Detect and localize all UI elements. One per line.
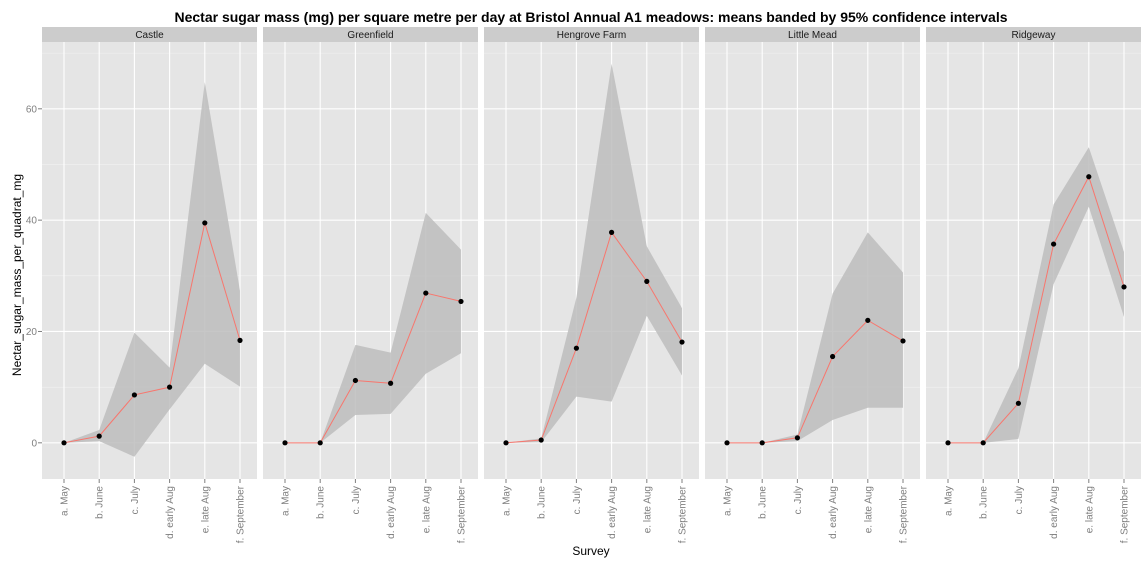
x-tick-label: d. early Aug (607, 486, 618, 539)
x-tick-label: a. May (502, 486, 513, 516)
x-tick-label: a. May (723, 486, 734, 516)
y-tick-label: 0 (31, 438, 37, 449)
facet-strip-label: Hengrove Farm (557, 30, 626, 41)
confidence-band (948, 147, 1124, 443)
mean-point (609, 229, 615, 235)
facet-strip (42, 27, 257, 42)
mean-point (980, 440, 986, 446)
y-axis-title: Nectar_sugar_mass_per_quadrat_mg (10, 174, 24, 376)
mean-point (96, 433, 102, 439)
x-tick-label: f. September (457, 485, 468, 543)
mean-line (505, 231, 683, 444)
x-tick-label: a. May (60, 486, 71, 516)
mean-point (724, 440, 730, 446)
confidence-band (64, 82, 240, 457)
facet-panels: 0 20 40 60 Castle a. May b. June c. July d. earl… (26, 27, 1141, 543)
x-tick-label: d. early Aug (1049, 486, 1060, 539)
mean-point (1121, 284, 1127, 290)
facet-panel: Ridgeway a. May b. June c. July d. early Aug… (926, 27, 1141, 543)
mean-line (285, 292, 462, 444)
x-tick-label: c. July (793, 486, 804, 514)
x-tick-label: e. late Aug (1084, 486, 1095, 533)
confidence-band (727, 232, 903, 443)
facet-strip-label: Little Mead (788, 30, 837, 41)
facet-strip (263, 27, 478, 42)
mean-point (830, 353, 836, 360)
x-tick-label: b. June (316, 486, 327, 519)
chart-title: Nectar sugar mass (mg) per square metre … (174, 9, 1007, 25)
mean-point (794, 435, 801, 441)
mean-point (573, 345, 580, 351)
mean-point (282, 440, 288, 446)
mean-line (948, 175, 1125, 444)
x-axis-title: Survey (572, 544, 609, 558)
facet-strip-label: Ridgeway (1012, 30, 1056, 41)
x-tick-label: e. late Aug (863, 486, 874, 533)
x-tick-label: f. September (678, 485, 689, 543)
mean-point (423, 290, 429, 296)
mean-point (1015, 400, 1022, 406)
mean-point (202, 220, 208, 226)
x-tick-label: d. early Aug (386, 486, 397, 539)
mean-point (900, 338, 906, 344)
mean-point (167, 384, 173, 390)
x-tick-label: e. late Aug (200, 486, 211, 533)
facet-strip-label: Castle (135, 30, 164, 41)
facet-panel: Castle a. May b. June c. July d. early Aug e.… (42, 27, 257, 543)
mean-point (538, 437, 544, 443)
x-tick-label: a. May (944, 486, 955, 516)
x-tick-label: c. July (572, 486, 583, 514)
facet-panel: Greenfield a. May b. June c. July d. early A… (263, 27, 478, 543)
facet-strip (484, 27, 699, 42)
mean-point (458, 298, 464, 305)
x-tick-label: b. June (95, 486, 106, 519)
x-tick-label: b. June (979, 486, 990, 519)
panel-background (926, 42, 1141, 479)
y-tick-label: 60 (26, 104, 38, 115)
mean-point (679, 339, 685, 345)
x-tick-label: c. July (1014, 486, 1025, 514)
mean-point (131, 392, 137, 398)
mean-point (388, 380, 394, 386)
x-tick-label: a. May (281, 486, 292, 516)
facet-strip (705, 27, 920, 42)
y-tick-label: 40 (26, 216, 38, 227)
x-tick-label: e. late Aug (421, 486, 432, 533)
facet-panel: Hengrove Farm a. May b. June c. July d. earl… (484, 27, 699, 543)
facet-panel: Little Mead a. May b. June c. July d. early … (705, 27, 920, 543)
confidence-band (506, 63, 682, 443)
mean-point (352, 377, 358, 384)
x-tick-label: d. early Aug (165, 486, 176, 539)
mean-point (237, 337, 243, 343)
x-tick-label: b. June (758, 486, 769, 519)
mean-point (503, 440, 509, 446)
y-tick-label: 20 (26, 327, 38, 338)
mean-point (1051, 241, 1057, 247)
x-tick-label: b. June (537, 486, 548, 519)
x-tick-label: e. late Aug (642, 486, 653, 533)
x-tick-label: f. September (1120, 485, 1131, 543)
mean-point (317, 440, 323, 446)
mean-point (1086, 174, 1092, 180)
mean-point (61, 440, 67, 446)
mean-point (865, 317, 871, 323)
x-tick-label: f. September (236, 485, 247, 543)
mean-line (727, 319, 904, 444)
facet-strip-label: Greenfield (347, 30, 393, 41)
mean-line (63, 222, 241, 444)
mean-point (945, 440, 951, 446)
confidence-band (285, 212, 461, 443)
mean-point (759, 440, 765, 446)
x-tick-label: c. July (351, 486, 362, 514)
facet-strip (926, 27, 1141, 42)
x-tick-label: d. early Aug (828, 486, 839, 539)
x-tick-label: c. July (130, 486, 141, 514)
mean-point (644, 278, 650, 284)
x-tick-label: f. September (899, 485, 910, 543)
